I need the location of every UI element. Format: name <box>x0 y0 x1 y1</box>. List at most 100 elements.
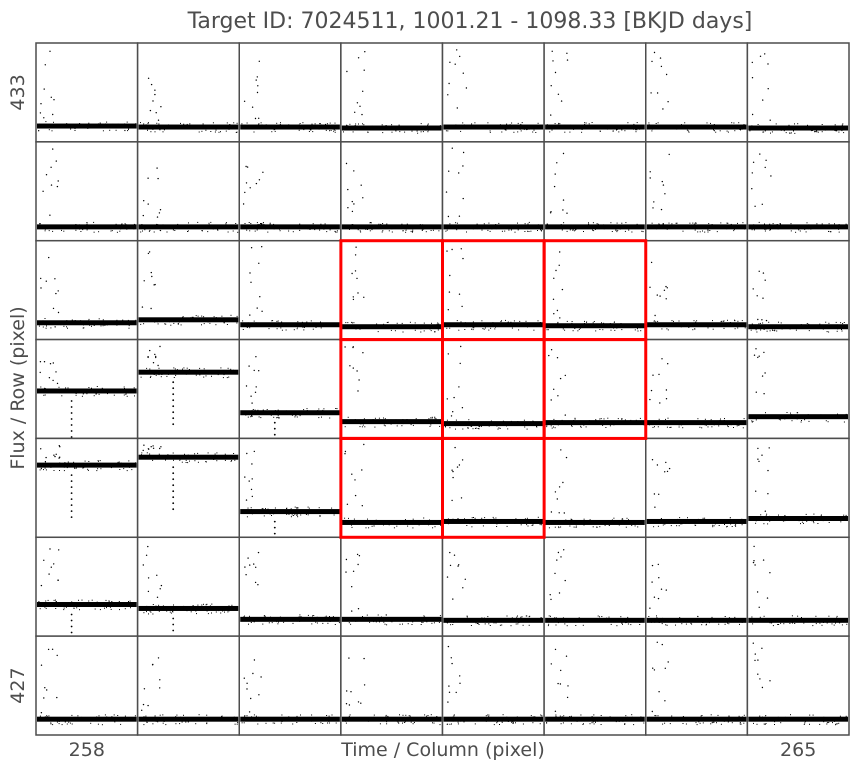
flux-band <box>443 124 544 130</box>
pixel-cell-r430-c262 <box>441 338 545 440</box>
pixel-cell-r428-c263 <box>543 536 647 637</box>
flux-points <box>445 147 543 233</box>
pixel-cell-r427-c264 <box>645 635 749 736</box>
flux-points <box>39 148 136 233</box>
flux-points <box>648 563 744 626</box>
flux-points <box>649 261 746 331</box>
flux-points <box>546 549 641 627</box>
aperture-outline <box>339 239 648 539</box>
pixel-cell-r427-c261 <box>340 635 444 736</box>
flux-points <box>38 50 137 132</box>
pixel-cell-r430-c261 <box>340 338 444 440</box>
pixel-cell-r432-c264 <box>645 141 749 242</box>
flux-band <box>138 124 239 130</box>
pixel-cell-r433-c259 <box>136 42 240 143</box>
flux-points <box>140 345 239 426</box>
flux-band <box>341 716 442 722</box>
pixel-cell-r433-c258 <box>35 42 139 143</box>
flux-points <box>242 165 338 233</box>
pixel-cell-r427-c263 <box>543 635 647 736</box>
x-axis-label: Time / Column (pixel) <box>340 739 545 761</box>
flux-band <box>646 617 747 623</box>
pixel-cell-r432-c265 <box>746 141 850 242</box>
flux-band <box>646 420 747 426</box>
flux-band <box>748 716 848 722</box>
flux-band <box>37 388 137 394</box>
pixel-cell-r433-c260 <box>238 42 342 143</box>
pixel-cell-r430-c260 <box>238 338 342 466</box>
flux-points <box>39 361 135 444</box>
flux-band <box>646 224 747 230</box>
flux-band <box>748 516 848 522</box>
pixel-cell-r429-c265 <box>746 437 850 539</box>
pixel-cell-r429-c259 <box>136 437 240 539</box>
pixel-cell-r428-c258 <box>35 536 139 658</box>
flux-points <box>343 657 441 726</box>
flux-band <box>443 518 544 524</box>
flux-points <box>39 648 136 726</box>
pixel-cell-r428-c262 <box>441 536 545 637</box>
x-tick-label: 258 <box>69 739 105 761</box>
flux-band <box>748 617 848 623</box>
pixel-cell-r429-c263 <box>543 437 647 539</box>
flux-points <box>242 246 340 331</box>
x-tick-label: 265 <box>780 739 816 761</box>
flux-points <box>140 167 239 233</box>
pixel-cell-r431-c258 <box>35 239 139 341</box>
flux-points <box>548 449 644 529</box>
flux-band <box>748 414 848 420</box>
flux-points <box>749 53 845 134</box>
flux-band <box>748 224 848 230</box>
pixel-cell-r430-c259 <box>136 338 240 440</box>
flux-points <box>546 152 644 233</box>
tick-labels: 258 265 433 427 <box>7 74 816 761</box>
pixel-cell-r427-c265 <box>746 635 850 736</box>
flux-points <box>139 251 238 326</box>
flux-points <box>546 349 645 429</box>
flux-band <box>240 224 340 230</box>
flux-points <box>446 645 543 726</box>
aperture-pixel-r429-c262 <box>441 436 546 539</box>
flux-points <box>241 60 336 133</box>
pixel-cell-r431-c259 <box>136 239 240 341</box>
flux-band <box>37 123 137 129</box>
flux-band <box>341 419 442 425</box>
flux-band <box>138 369 239 375</box>
flux-band <box>341 324 442 330</box>
pixel-cell-r431-c265 <box>746 239 850 341</box>
flux-band <box>545 420 645 426</box>
flux-band <box>545 323 645 329</box>
flux-points <box>344 346 442 428</box>
pixel-cell-r427-c260 <box>238 635 342 736</box>
pixel-cell-r427-c262 <box>441 635 545 736</box>
flux-points <box>444 345 543 430</box>
flux-band <box>341 125 442 131</box>
pixel-cell-r427-c258 <box>35 635 139 736</box>
flux-band <box>341 616 442 622</box>
flux-band <box>545 716 645 722</box>
flux-points <box>751 348 847 423</box>
pixel-cell-r431-c261 <box>340 239 444 341</box>
flux-points <box>750 270 847 333</box>
pixel-cell-r429-c258 <box>35 437 139 539</box>
pixel-cell-r432-c258 <box>35 141 139 242</box>
flux-band <box>240 509 340 515</box>
flux-band <box>240 124 340 130</box>
flux-points <box>750 642 847 726</box>
flux-points <box>751 153 847 233</box>
flux-points <box>141 657 239 726</box>
flux-points <box>546 648 645 726</box>
flux-points <box>446 551 543 627</box>
flux-points <box>39 445 137 518</box>
pixel-cell-r429-c260 <box>238 437 342 565</box>
pixel-cell-r429-c262 <box>441 437 545 539</box>
pixel-cell-r432-c263 <box>543 141 647 242</box>
flux-points <box>38 548 131 658</box>
flux-points <box>140 444 237 511</box>
flux-points <box>344 443 442 529</box>
pixel-cell-r428-c259 <box>136 536 240 662</box>
pixel-cell-r431-c262 <box>441 239 545 341</box>
flux-points <box>241 659 337 725</box>
flux-band <box>443 617 544 623</box>
